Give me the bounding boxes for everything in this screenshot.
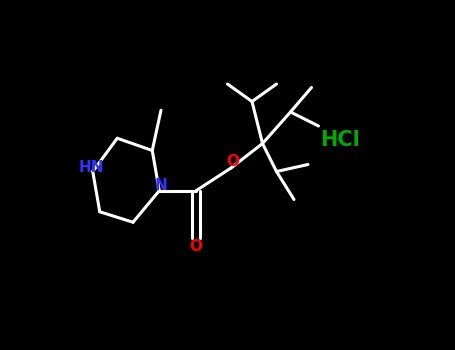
Text: HN: HN [78, 161, 104, 175]
Text: O: O [189, 239, 202, 254]
Text: HCl: HCl [319, 130, 359, 150]
Text: N: N [155, 178, 167, 193]
Text: O: O [226, 154, 239, 168]
